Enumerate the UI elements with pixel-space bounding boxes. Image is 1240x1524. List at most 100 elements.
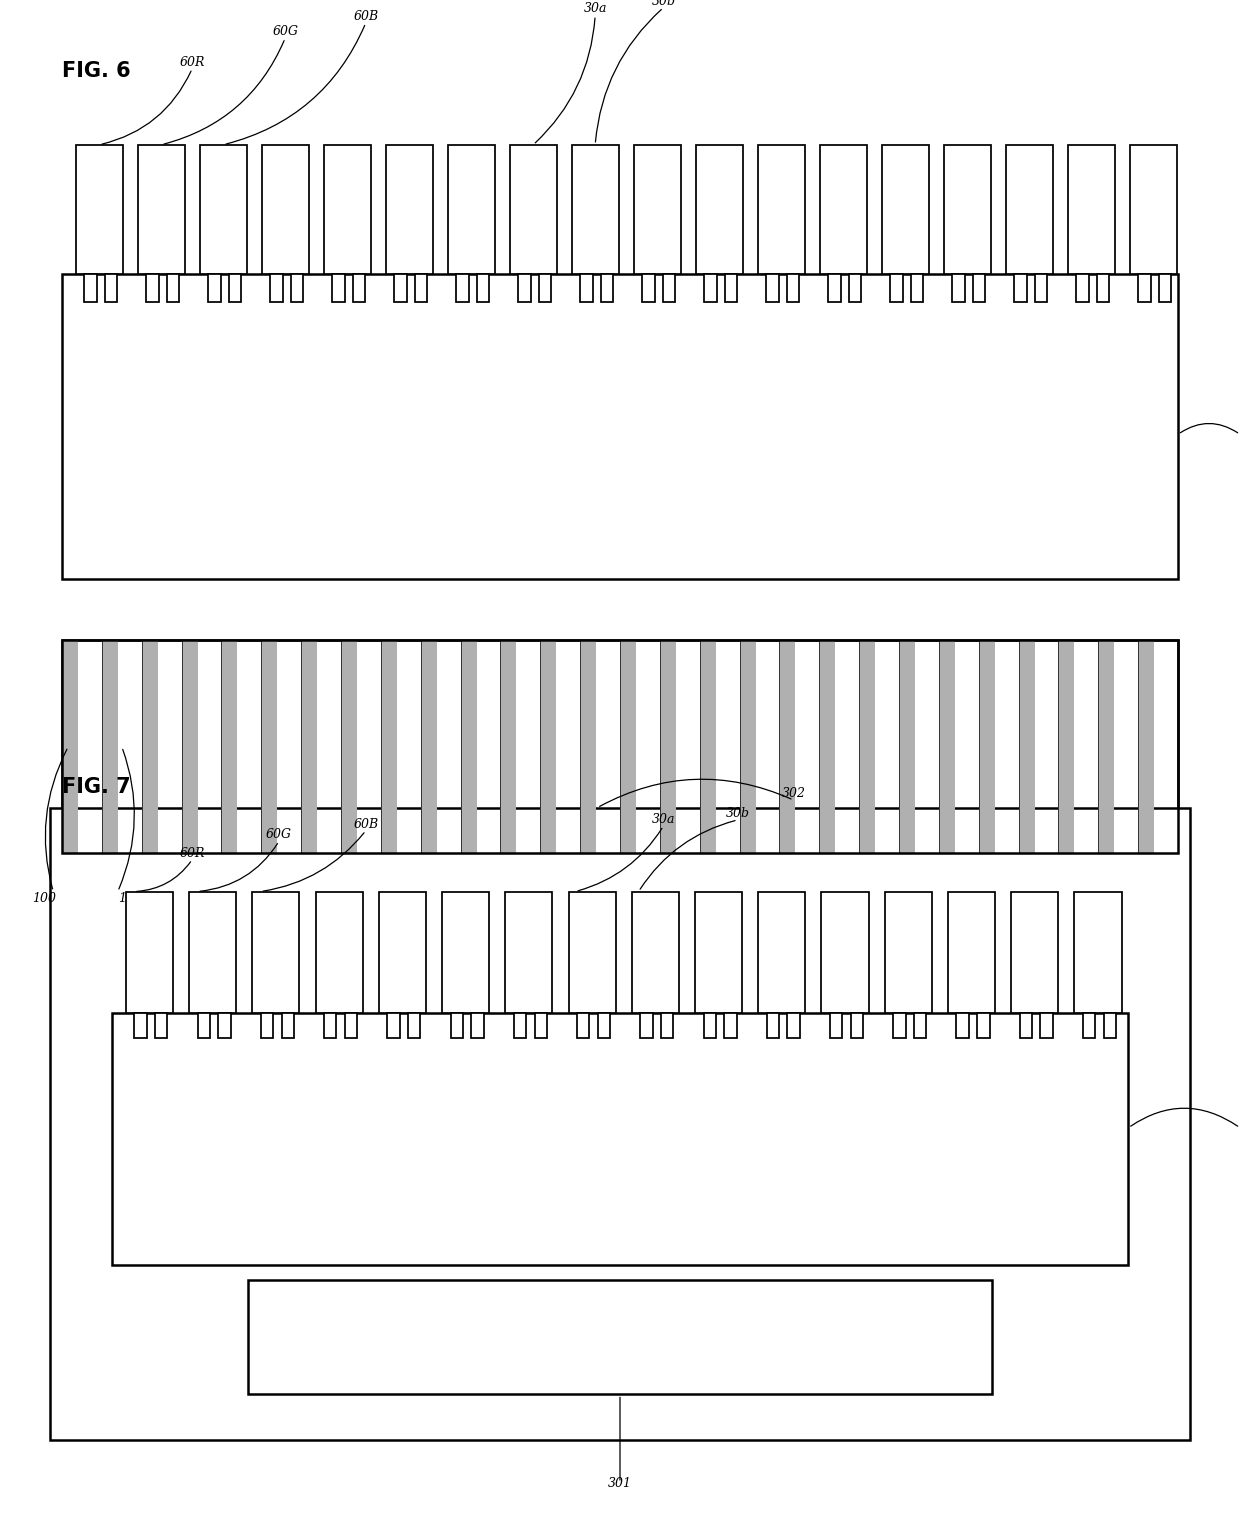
Bar [1074, 892, 1121, 1013]
Bar [84, 274, 97, 302]
Text: FIG. 6: FIG. 6 [62, 61, 130, 81]
Bar [248, 1280, 992, 1394]
Text: 60G: 60G [273, 24, 298, 38]
Bar [1018, 640, 1034, 853]
Bar [1006, 145, 1053, 274]
Bar [849, 274, 862, 302]
Bar [1019, 1013, 1032, 1038]
Bar [460, 640, 476, 853]
Bar [704, 274, 717, 302]
Bar [640, 1013, 652, 1038]
Bar [694, 892, 742, 1013]
Bar [766, 274, 779, 302]
Bar [477, 274, 490, 302]
Bar [262, 640, 278, 853]
Bar [787, 1013, 800, 1038]
Bar [456, 274, 469, 302]
Bar [977, 1013, 990, 1038]
Bar [978, 640, 994, 853]
Bar [102, 640, 118, 853]
Bar [415, 274, 428, 302]
Bar [324, 1013, 336, 1038]
Bar [471, 1013, 484, 1038]
Bar [580, 640, 596, 853]
Bar [1138, 640, 1154, 853]
Bar [661, 1013, 673, 1038]
Bar [394, 274, 407, 302]
Bar [739, 640, 755, 853]
Bar [332, 274, 345, 302]
Bar [1011, 892, 1058, 1013]
Bar [914, 1013, 926, 1038]
Text: 60R: 60R [180, 846, 205, 860]
Bar [386, 145, 433, 274]
Bar [947, 892, 994, 1013]
Bar [828, 274, 841, 302]
Bar [167, 274, 180, 302]
Bar [911, 274, 924, 302]
Bar [200, 145, 247, 274]
Bar [301, 640, 317, 853]
Bar [859, 640, 875, 853]
Bar [758, 892, 805, 1013]
Bar [112, 1013, 1128, 1265]
Bar [134, 1013, 146, 1038]
Bar [510, 145, 557, 274]
Bar [518, 274, 531, 302]
Bar [126, 892, 172, 1013]
Text: 302: 302 [781, 786, 806, 800]
Bar [188, 892, 236, 1013]
Bar [62, 274, 1178, 579]
Bar [262, 145, 309, 274]
Bar [408, 1013, 420, 1038]
Bar [222, 640, 237, 853]
Bar [260, 1013, 273, 1038]
Bar [699, 640, 715, 853]
Bar [76, 145, 123, 274]
Bar [939, 640, 955, 853]
Text: 60B: 60B [353, 817, 378, 831]
Bar [642, 274, 655, 302]
Bar [181, 640, 197, 853]
Bar [601, 274, 614, 302]
Bar [956, 1013, 968, 1038]
Bar [450, 1013, 463, 1038]
Bar [780, 640, 795, 853]
Text: 30b: 30b [651, 0, 676, 8]
Bar [1068, 145, 1115, 274]
Bar [155, 1013, 167, 1038]
Bar [1138, 274, 1151, 302]
Bar [1097, 274, 1110, 302]
Bar [291, 274, 304, 302]
Bar [324, 145, 371, 274]
Bar [820, 640, 836, 853]
Bar [1099, 640, 1115, 853]
Bar [1076, 274, 1089, 302]
Bar [1130, 145, 1177, 274]
Bar [851, 1013, 863, 1038]
Bar [890, 274, 903, 302]
Bar [725, 274, 738, 302]
Bar [541, 640, 557, 853]
Bar [787, 274, 800, 302]
Bar [568, 892, 615, 1013]
Bar [580, 274, 593, 302]
Bar [353, 274, 366, 302]
Bar [1014, 274, 1027, 302]
Bar [572, 145, 619, 274]
Bar [696, 145, 743, 274]
Bar [218, 1013, 231, 1038]
Bar [1104, 1013, 1116, 1038]
Bar [270, 274, 283, 302]
Bar [420, 640, 436, 853]
Bar [899, 640, 915, 853]
Text: 60B: 60B [353, 9, 378, 23]
Bar [534, 1013, 547, 1038]
Bar [62, 640, 1178, 853]
Bar [1059, 640, 1074, 853]
Bar [146, 274, 159, 302]
Bar [973, 274, 986, 302]
Bar [441, 892, 489, 1013]
Bar [724, 1013, 737, 1038]
Text: 100: 100 [32, 892, 56, 905]
